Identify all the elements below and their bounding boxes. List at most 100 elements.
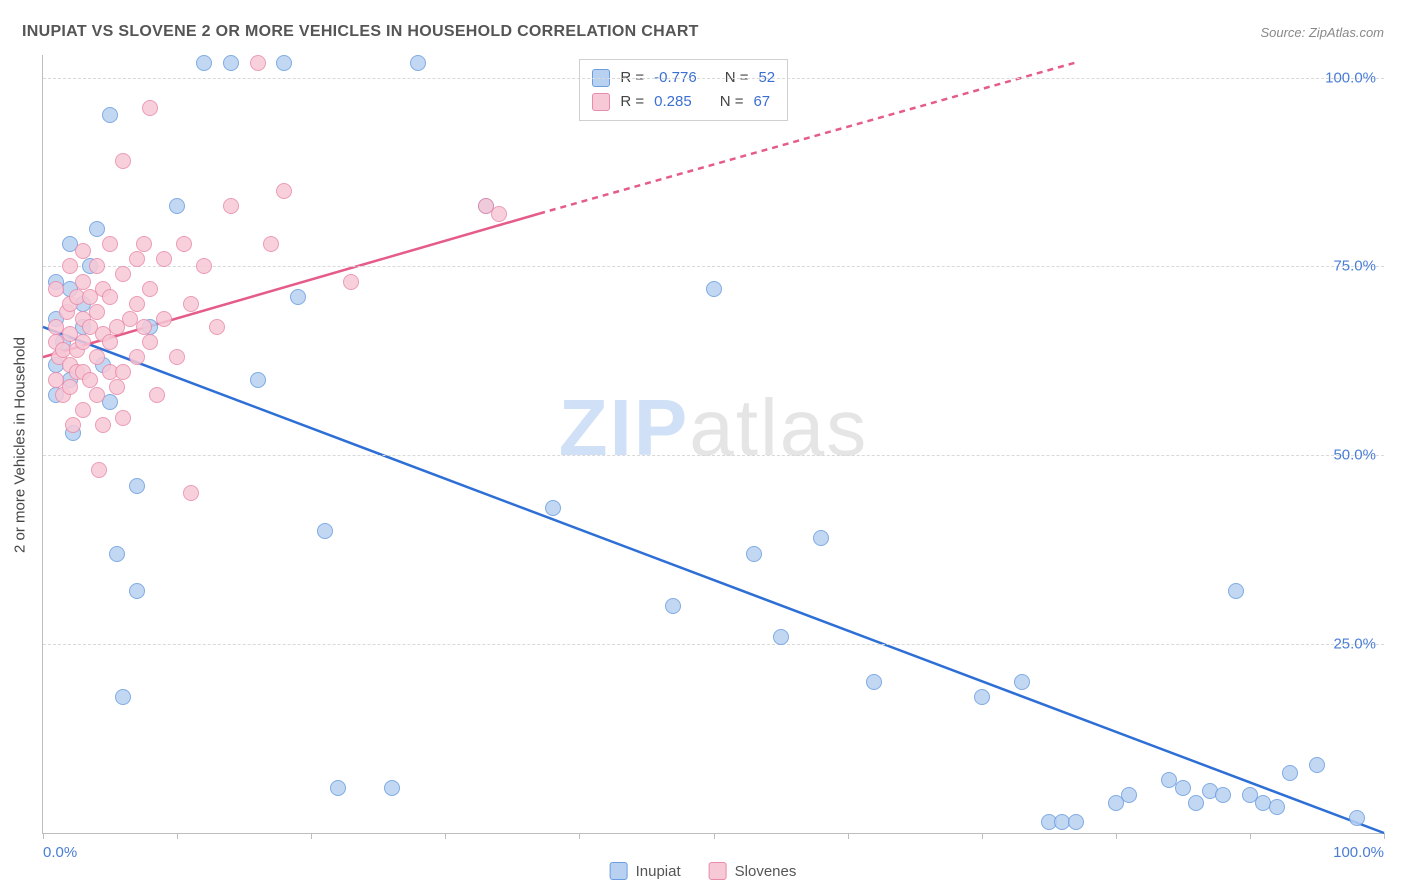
scatter-point-slovenes	[89, 387, 105, 403]
scatter-point-inupiat	[330, 780, 346, 796]
scatter-point-slovenes	[62, 258, 78, 274]
scatter-point-slovenes	[75, 274, 91, 290]
correlation-legend: R =-0.776N =52R =0.285N =67	[579, 59, 788, 121]
scatter-point-inupiat	[1014, 674, 1030, 690]
legend-item: Slovenes	[709, 862, 797, 880]
scatter-point-slovenes	[136, 319, 152, 335]
scatter-point-inupiat	[115, 689, 131, 705]
scatter-point-slovenes	[196, 258, 212, 274]
x-tick	[848, 833, 849, 839]
legend-item: Inupiat	[610, 862, 681, 880]
gridline	[43, 78, 1384, 79]
scatter-point-slovenes	[115, 153, 131, 169]
y-tick-label: 25.0%	[1333, 636, 1376, 653]
scatter-point-slovenes	[65, 417, 81, 433]
scatter-point-inupiat	[545, 500, 561, 516]
x-tick-label: 100.0%	[1333, 844, 1384, 861]
r-value: 0.285	[654, 90, 692, 114]
scatter-point-slovenes	[48, 281, 64, 297]
scatter-point-inupiat	[1175, 780, 1191, 796]
scatter-point-slovenes	[149, 387, 165, 403]
scatter-point-slovenes	[115, 364, 131, 380]
trendline	[43, 327, 1384, 833]
scatter-point-inupiat	[410, 55, 426, 71]
scatter-point-slovenes	[263, 236, 279, 252]
scatter-point-slovenes	[276, 183, 292, 199]
watermark-part1: ZIP	[559, 383, 689, 472]
scatter-point-slovenes	[142, 100, 158, 116]
y-tick-label: 75.0%	[1333, 258, 1376, 275]
scatter-point-inupiat	[1215, 787, 1231, 803]
scatter-point-slovenes	[183, 296, 199, 312]
scatter-point-slovenes	[89, 304, 105, 320]
scatter-point-slovenes	[95, 417, 111, 433]
scatter-point-inupiat	[813, 530, 829, 546]
scatter-point-inupiat	[1282, 765, 1298, 781]
trendline	[43, 214, 539, 358]
x-tick	[311, 833, 312, 839]
scatter-point-inupiat	[169, 198, 185, 214]
scatter-point-slovenes	[102, 236, 118, 252]
scatter-point-inupiat	[89, 221, 105, 237]
scatter-point-slovenes	[156, 251, 172, 267]
scatter-point-inupiat	[1349, 810, 1365, 826]
x-tick-label: 0.0%	[43, 844, 77, 861]
scatter-point-slovenes	[109, 379, 125, 395]
series-legend: Inupiat Slovenes	[610, 862, 797, 880]
scatter-point-inupiat	[317, 523, 333, 539]
scatter-point-slovenes	[89, 349, 105, 365]
legend-row: R = 0.285 N = 67	[592, 90, 775, 114]
scatter-point-inupiat	[1309, 757, 1325, 773]
n-value: 67	[753, 90, 770, 114]
scatter-point-slovenes	[250, 55, 266, 71]
trend-lines	[43, 55, 1384, 833]
scatter-point-slovenes	[115, 266, 131, 282]
legend-label: Slovenes	[735, 863, 797, 880]
scatter-point-slovenes	[142, 334, 158, 350]
y-tick-label: 100.0%	[1325, 69, 1376, 86]
scatter-point-inupiat	[290, 289, 306, 305]
scatter-point-slovenes	[129, 349, 145, 365]
scatter-point-inupiat	[1068, 814, 1084, 830]
scatter-point-inupiat	[250, 372, 266, 388]
x-tick	[579, 833, 580, 839]
scatter-point-inupiat	[746, 546, 762, 562]
x-tick	[445, 833, 446, 839]
source-attribution: Source: ZipAtlas.com	[1260, 25, 1384, 40]
scatter-point-slovenes	[142, 281, 158, 297]
scatter-point-inupiat	[974, 689, 990, 705]
scatter-point-inupiat	[196, 55, 212, 71]
scatter-point-slovenes	[75, 243, 91, 259]
scatter-point-slovenes	[91, 462, 107, 478]
r-label: R =	[620, 90, 644, 114]
n-label: N =	[720, 90, 744, 114]
x-tick	[1384, 833, 1385, 839]
scatter-point-inupiat	[866, 674, 882, 690]
scatter-point-slovenes	[129, 296, 145, 312]
scatter-point-inupiat	[384, 780, 400, 796]
scatter-point-slovenes	[62, 379, 78, 395]
legend-swatch	[610, 862, 628, 880]
scatter-point-slovenes	[343, 274, 359, 290]
scatter-point-slovenes	[169, 349, 185, 365]
watermark-part2: atlas	[689, 383, 868, 472]
chart-title: INUPIAT VS SLOVENE 2 OR MORE VEHICLES IN…	[22, 23, 699, 41]
scatter-point-slovenes	[223, 198, 239, 214]
scatter-point-inupiat	[1121, 787, 1137, 803]
scatter-point-slovenes	[102, 289, 118, 305]
scatter-point-slovenes	[102, 334, 118, 350]
scatter-plot-area: ZIPatlas R =-0.776N =52R =0.285N =67 25.…	[42, 55, 1384, 834]
scatter-point-slovenes	[115, 410, 131, 426]
scatter-point-slovenes	[491, 206, 507, 222]
scatter-point-slovenes	[176, 236, 192, 252]
scatter-point-slovenes	[156, 311, 172, 327]
scatter-point-slovenes	[209, 319, 225, 335]
legend-label: Inupiat	[636, 863, 681, 880]
x-tick	[714, 833, 715, 839]
y-axis-label: 2 or more Vehicles in Household	[12, 337, 29, 553]
scatter-point-inupiat	[129, 583, 145, 599]
scatter-point-slovenes	[183, 485, 199, 501]
scatter-point-inupiat	[1188, 795, 1204, 811]
gridline	[43, 266, 1384, 267]
legend-swatch	[592, 93, 610, 111]
